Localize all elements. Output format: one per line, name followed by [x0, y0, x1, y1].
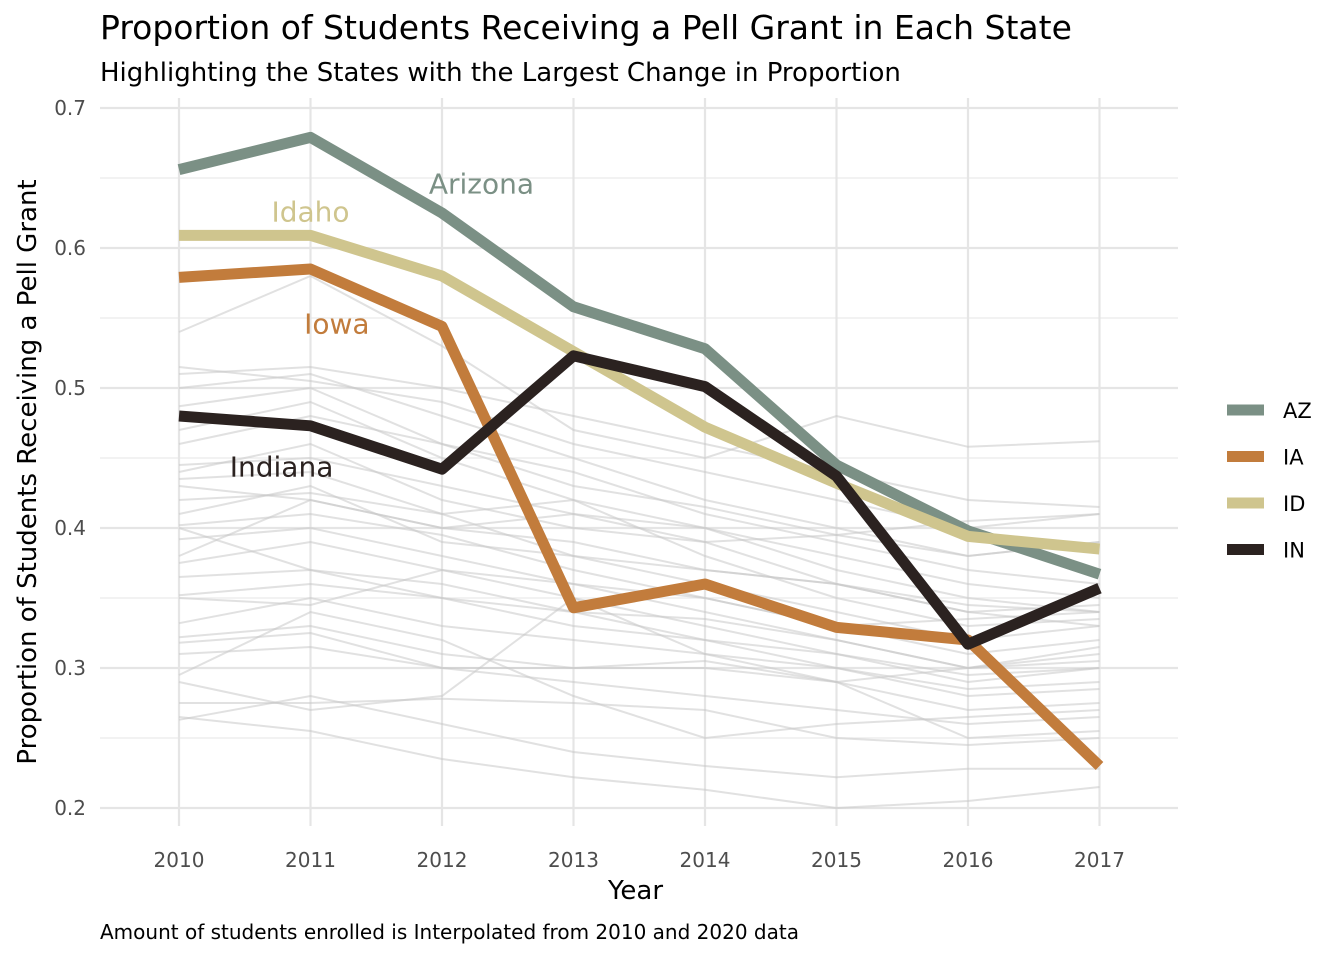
y-tick-label: 0.2: [54, 796, 86, 820]
legend-label-id: ID: [1283, 492, 1305, 516]
legend-label-ia: IA: [1283, 446, 1304, 470]
background-state-line: [178, 414, 1100, 558]
y-tick-label: 0.7: [54, 96, 86, 120]
y-tick-label: 0.5: [54, 376, 86, 400]
legend-label-in: IN: [1283, 539, 1305, 563]
x-tick-label: 2017: [1074, 848, 1125, 872]
series-line-az: [177, 131, 1102, 580]
axis-ticks: 0.2 0.3 0.4 0.5 0.6 0.7 2010 2011 2012 2013 2014 20…: [54, 96, 1125, 872]
x-tick-label: 2014: [680, 848, 731, 872]
background-state-line: [178, 540, 1100, 684]
background-state-line: [178, 582, 1100, 677]
background-state-line: [178, 400, 1100, 599]
x-tick-label: 2015: [811, 848, 862, 872]
background-state-line: [178, 716, 1100, 810]
x-tick-label: 2016: [943, 848, 994, 872]
chart-caption: Amount of students enrolled is Interpola…: [100, 920, 799, 944]
line-label-ia: Iowa: [304, 308, 369, 341]
background-state-line: [178, 527, 1100, 670]
background-state-line: [178, 631, 1100, 726]
background-state-line: [178, 596, 1100, 740]
line-label-id: Idaho: [271, 196, 349, 229]
y-tick-label: 0.4: [54, 516, 86, 540]
x-tick-label: 2013: [548, 848, 599, 872]
background-state-line: [178, 456, 1100, 613]
background-state-line: [178, 645, 1100, 684]
line-label-in: Indiana: [230, 450, 334, 483]
background-state-line: [178, 624, 1100, 712]
x-tick-label: 2012: [417, 848, 468, 872]
background-lines: [178, 274, 1100, 810]
chart-subtitle: Highlighting the States with the Largest…: [100, 58, 901, 88]
background-state-line: [178, 512, 1100, 656]
background-state-line: [178, 372, 1100, 558]
background-state-line: [179, 697, 1100, 747]
series-line-id: [179, 229, 1101, 555]
line-label-az: Arizona: [429, 168, 534, 201]
highlight-lines: [177, 131, 1104, 770]
y-tick-label: 0.6: [54, 236, 86, 260]
background-state-line: [178, 610, 1100, 740]
series-line-ia: [178, 263, 1104, 770]
legend: AZ IA ID IN: [1227, 399, 1312, 563]
x-axis-label: Year: [608, 876, 664, 906]
line-labels: Arizona Iowa Idaho Indiana: [230, 168, 534, 484]
chart-title: Proportion of Students Receiving a Pell …: [100, 8, 1072, 47]
background-state-line: [178, 386, 1100, 585]
x-tick-label: 2010: [154, 848, 205, 872]
background-state-line: [178, 274, 1100, 460]
y-tick-label: 0.3: [54, 656, 86, 680]
x-tick-label: 2011: [285, 848, 336, 872]
legend-label-az: AZ: [1283, 399, 1312, 423]
background-state-line: [178, 694, 1100, 779]
background-state-line: [178, 596, 1100, 698]
series-line-in: [178, 350, 1102, 650]
background-state-line: [178, 365, 1100, 508]
y-axis-label: Proportion of Students Receiving a Pell …: [13, 179, 43, 765]
